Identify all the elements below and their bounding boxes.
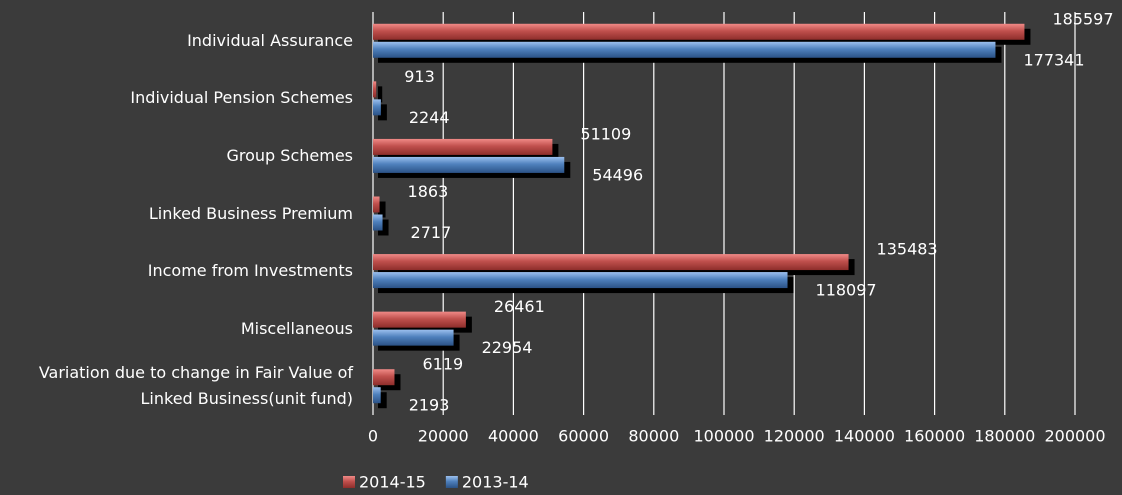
bar-shadow [378, 86, 383, 103]
data-label: 2244 [409, 108, 450, 127]
bar [373, 156, 565, 173]
x-tick-label: 80000 [628, 427, 679, 446]
data-label: 22954 [482, 338, 533, 357]
data-label: 2193 [409, 396, 450, 415]
x-tick-label: 160000 [904, 427, 965, 446]
bar [373, 369, 395, 386]
legend-label: 2014-15 [359, 473, 426, 492]
bar [373, 196, 380, 213]
bar [373, 329, 454, 346]
bar-shadow [378, 219, 389, 236]
bar [373, 254, 849, 271]
category-label: Miscellaneous [240, 318, 353, 338]
legend-swatch [445, 476, 458, 488]
category-label: Individual Pension Schemes [130, 88, 353, 108]
x-tick-label: 140000 [834, 427, 895, 446]
x-tick-label: 40000 [488, 427, 539, 446]
bar [373, 138, 553, 155]
data-label: 6119 [422, 355, 463, 374]
category-label: Variation due to change in Fair Value of… [38, 363, 353, 409]
category-label: Group Schemes [226, 145, 354, 165]
bar [373, 272, 788, 289]
x-tick-label: 200000 [1044, 427, 1105, 446]
data-label: 177341 [1023, 50, 1084, 69]
bar [373, 41, 996, 58]
category-label: Linked Business Premium [148, 203, 353, 223]
data-label: 51109 [580, 124, 631, 143]
data-label: 185597 [1052, 9, 1113, 28]
bar [373, 214, 383, 231]
data-label: 118097 [816, 281, 877, 300]
x-tick-label: 60000 [558, 427, 609, 446]
category-label: Income from Investments [147, 261, 353, 281]
x-tick-label: 100000 [693, 427, 754, 446]
data-label: 26461 [494, 297, 545, 316]
x-tick-label: 20000 [418, 427, 469, 446]
data-label: 135483 [877, 240, 938, 259]
bar [373, 387, 381, 404]
data-label: 1863 [408, 182, 449, 201]
bar-shadow [378, 392, 387, 409]
x-tick-label: 120000 [764, 427, 825, 446]
legend-label: 2013-14 [462, 473, 529, 492]
data-label: 54496 [592, 165, 643, 184]
bar [373, 99, 381, 116]
legend-swatch [343, 476, 355, 488]
x-tick-label: 180000 [974, 427, 1035, 446]
bar [373, 81, 377, 98]
bar [373, 23, 1025, 40]
category-label: Individual Assurance [187, 30, 353, 50]
bar-shadow [378, 201, 386, 218]
data-label: 2717 [411, 223, 452, 242]
x-tick-label: 0 [368, 427, 378, 446]
bar [373, 311, 466, 328]
bar-shadow [378, 104, 387, 121]
data-label: 913 [404, 67, 435, 86]
